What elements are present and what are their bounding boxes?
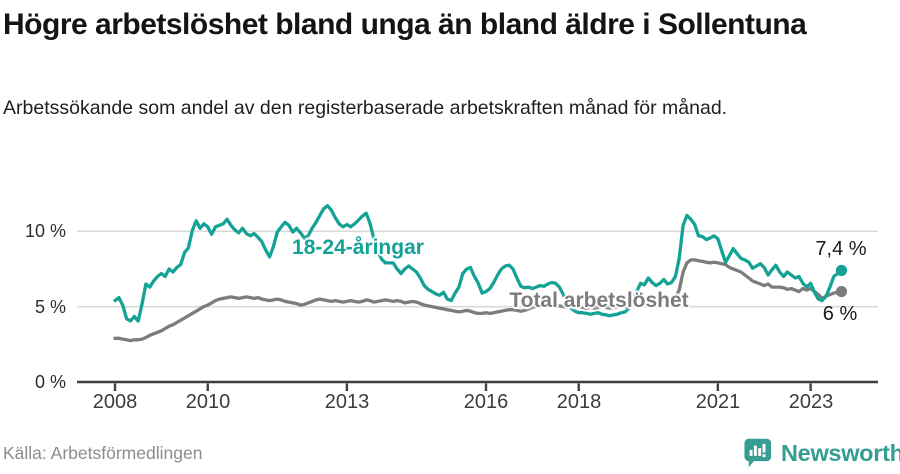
newsworthy-bubble-chart-icon bbox=[744, 438, 772, 468]
series-label-young: 18-24-åringar bbox=[292, 236, 424, 259]
line-young bbox=[113, 204, 844, 323]
x-tick-label-2013: 2013 bbox=[324, 391, 370, 413]
x-tick-label-2023: 2023 bbox=[788, 391, 834, 413]
page-title: Högre arbetslöshet bland unga än bland ä… bbox=[3, 8, 807, 41]
end-dot-total bbox=[835, 286, 848, 298]
newsworthy-wordmark: Newsworthy bbox=[781, 440, 900, 466]
end-dot-young bbox=[835, 264, 848, 277]
end-value-label-total: 6 % bbox=[822, 303, 858, 325]
x-tick-label-2016: 2016 bbox=[463, 391, 509, 413]
y-tick-label-0: 0 % bbox=[34, 372, 66, 392]
page-subtitle: Arbetssökande som andel av den registerb… bbox=[3, 97, 728, 119]
y-tick-label-5: 5 % bbox=[34, 297, 66, 317]
series-label-total: Total arbetslöshet bbox=[509, 289, 689, 312]
x-tick-label-2008: 2008 bbox=[92, 391, 138, 413]
x-tick-label-2018: 2018 bbox=[556, 391, 602, 413]
line-total bbox=[113, 258, 844, 343]
y-tick-label-10: 10 % bbox=[24, 221, 66, 241]
x-tick-label-2021: 2021 bbox=[695, 391, 741, 413]
source-attribution: Källa: Arbetsförmedlingen bbox=[3, 443, 203, 463]
x-tick-label-2010: 2010 bbox=[185, 391, 231, 413]
newsworthy-logo[interactable]: Newsworthy bbox=[741, 436, 900, 472]
end-value-label-young: 7,4 % bbox=[815, 238, 867, 260]
